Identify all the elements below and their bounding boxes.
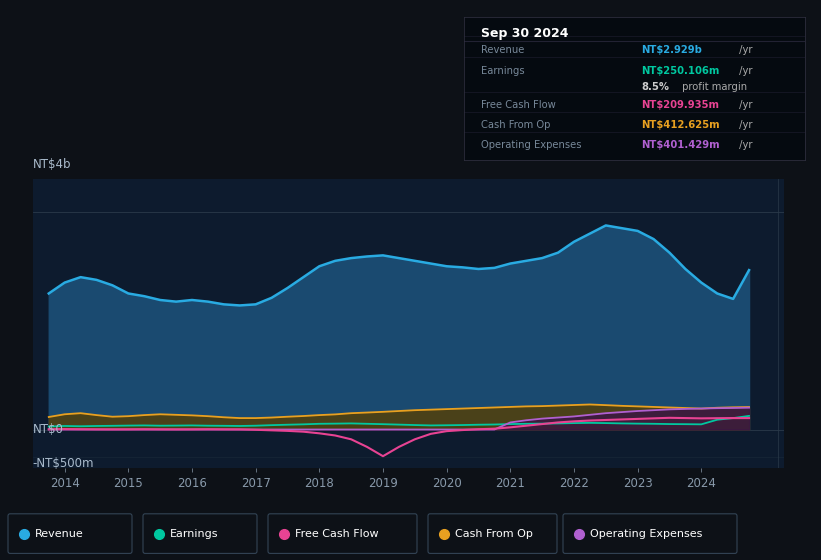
- Text: NT$412.625m: NT$412.625m: [641, 120, 720, 130]
- Text: /yr: /yr: [736, 141, 753, 150]
- FancyBboxPatch shape: [428, 514, 557, 553]
- Text: -NT$500m: -NT$500m: [33, 457, 94, 470]
- Text: NT$0: NT$0: [33, 423, 64, 436]
- FancyBboxPatch shape: [268, 514, 417, 553]
- Text: /yr: /yr: [736, 100, 753, 110]
- Text: Earnings: Earnings: [481, 66, 525, 76]
- Text: 8.5%: 8.5%: [641, 82, 669, 92]
- FancyBboxPatch shape: [563, 514, 737, 553]
- Text: Cash From Op: Cash From Op: [455, 529, 533, 539]
- Text: NT$209.935m: NT$209.935m: [641, 100, 719, 110]
- FancyBboxPatch shape: [143, 514, 257, 553]
- Text: Free Cash Flow: Free Cash Flow: [481, 100, 556, 110]
- Text: /yr: /yr: [736, 120, 753, 130]
- Text: Earnings: Earnings: [170, 529, 218, 539]
- Text: Revenue: Revenue: [481, 45, 525, 55]
- FancyBboxPatch shape: [8, 514, 132, 553]
- Text: Operating Expenses: Operating Expenses: [590, 529, 703, 539]
- Text: NT$2.929b: NT$2.929b: [641, 45, 702, 55]
- Text: NT$401.429m: NT$401.429m: [641, 141, 720, 150]
- Text: NT$4b: NT$4b: [33, 158, 71, 171]
- Text: NT$250.106m: NT$250.106m: [641, 66, 719, 76]
- Text: /yr: /yr: [736, 45, 753, 55]
- Text: Operating Expenses: Operating Expenses: [481, 141, 581, 150]
- Text: profit margin: profit margin: [678, 82, 746, 92]
- Text: Sep 30 2024: Sep 30 2024: [481, 27, 568, 40]
- Text: Revenue: Revenue: [35, 529, 84, 539]
- Text: Free Cash Flow: Free Cash Flow: [295, 529, 378, 539]
- Text: Cash From Op: Cash From Op: [481, 120, 550, 130]
- Text: /yr: /yr: [736, 66, 753, 76]
